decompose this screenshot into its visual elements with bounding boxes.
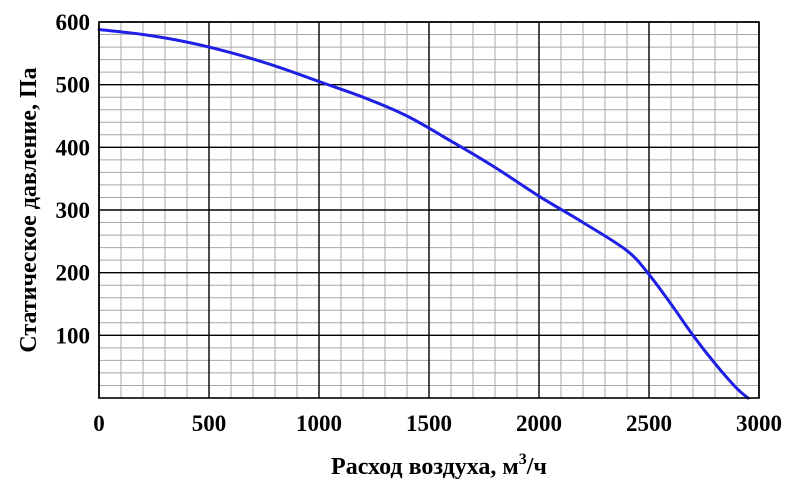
grid xyxy=(98,21,760,398)
x-tick-label: 1500 xyxy=(406,411,452,436)
x-tick-label: 1000 xyxy=(296,411,342,436)
x-tick-label: 2500 xyxy=(626,411,672,436)
plot-frame xyxy=(98,21,760,399)
series-line xyxy=(97,28,750,400)
y-axis-title: Статическое давление, Па xyxy=(16,67,42,352)
y-tick-label: 600 xyxy=(56,10,91,35)
x-axis-title-suffix: /ч xyxy=(526,454,547,480)
x-axis-title-main: Расход воздуха, м xyxy=(331,454,519,480)
x-tick-label: 2000 xyxy=(516,411,562,436)
x-axis-title: Расход воздуха, м3/ч xyxy=(331,451,547,480)
x-tick-label: 3000 xyxy=(736,411,782,436)
y-tick-label: 500 xyxy=(56,73,91,98)
y-tick-label: 200 xyxy=(56,261,91,286)
y-tick-label: 300 xyxy=(56,198,91,223)
x-axis-title-superscript: 3 xyxy=(519,451,527,468)
x-tick-label: 500 xyxy=(192,411,227,436)
curve-layer xyxy=(97,28,750,400)
y-tick-label: 100 xyxy=(56,323,91,348)
tick-labels: 0 500 1000 1500 2000 2500 3000 100 200 300 400 500 6… xyxy=(56,10,783,436)
x-tick-label: 0 xyxy=(93,411,105,436)
y-tick-label: 400 xyxy=(56,135,91,160)
